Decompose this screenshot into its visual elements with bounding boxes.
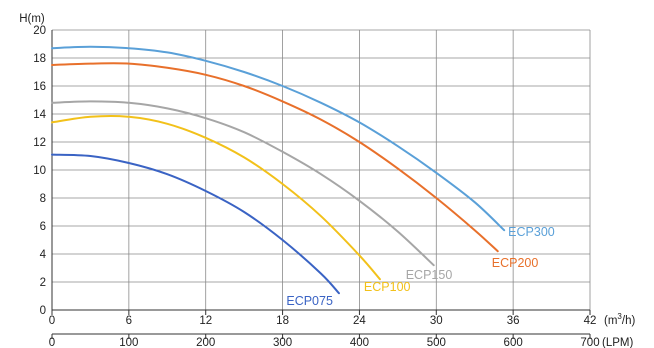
x-tick-label-lpm: 100 <box>119 337 138 348</box>
y-tick-label: 6 <box>40 221 46 233</box>
series-label-ecp150: ECP150 <box>406 268 453 282</box>
series-label-ecp300: ECP300 <box>508 225 555 239</box>
y-tick-label: 0 <box>40 305 46 317</box>
y-tick-label: 20 <box>33 25 46 37</box>
y-tick-label: 18 <box>33 53 46 65</box>
x-axis-unit-m3h: (m3/h) <box>604 312 635 327</box>
x-tick-label-lpm: 500 <box>427 337 446 348</box>
y-tick-label: 4 <box>40 249 47 261</box>
axes <box>51 30 591 339</box>
series-label-ecp200: ECP200 <box>492 256 539 270</box>
x-tick-label-m3h: 18 <box>276 315 289 327</box>
series-line-ecp200 <box>51 62 499 253</box>
y-axis-label: H(m) <box>19 13 45 25</box>
x-tick-label-m3h: 12 <box>199 315 212 327</box>
x-tick-label-lpm: 700 <box>580 337 599 348</box>
x-tick-label-lpm: 600 <box>504 337 523 348</box>
chart-labels: 0246810121416182000610012200183002440030… <box>19 13 635 348</box>
series-line-ecp150 <box>51 100 435 267</box>
y-tick-label: 8 <box>40 193 46 205</box>
series-line-ecp100 <box>51 115 381 281</box>
x-tick-label-m3h: 0 <box>49 315 55 327</box>
y-tick-label: 10 <box>33 165 46 177</box>
series-lines <box>51 45 506 295</box>
y-tick-label: 12 <box>33 137 46 149</box>
x-tick-label-m3h: 24 <box>353 315 366 327</box>
x-tick-label-lpm: 400 <box>350 337 369 348</box>
series-label-ecp100: ECP100 <box>364 280 411 294</box>
y-tick-label: 2 <box>40 277 46 289</box>
x-axis-unit-lpm: (LPM) <box>602 337 633 348</box>
series-line-ecp300 <box>51 45 506 232</box>
x-tick-label-m3h: 36 <box>507 315 520 327</box>
x-tick-label-m3h: 6 <box>126 315 132 327</box>
y-tick-label: 16 <box>33 81 46 93</box>
x-tick-label-m3h: 42 <box>584 315 597 327</box>
x-tick-label-lpm: 300 <box>273 337 292 348</box>
x-tick-label-lpm: 200 <box>196 337 215 348</box>
grid <box>52 29 591 310</box>
x-tick-label-m3h: 30 <box>430 315 443 327</box>
y-tick-label: 14 <box>33 109 46 121</box>
series-label-ecp075: ECP075 <box>286 294 333 308</box>
series-line-ecp075 <box>51 153 340 295</box>
x-tick-label-lpm: 0 <box>49 337 55 348</box>
